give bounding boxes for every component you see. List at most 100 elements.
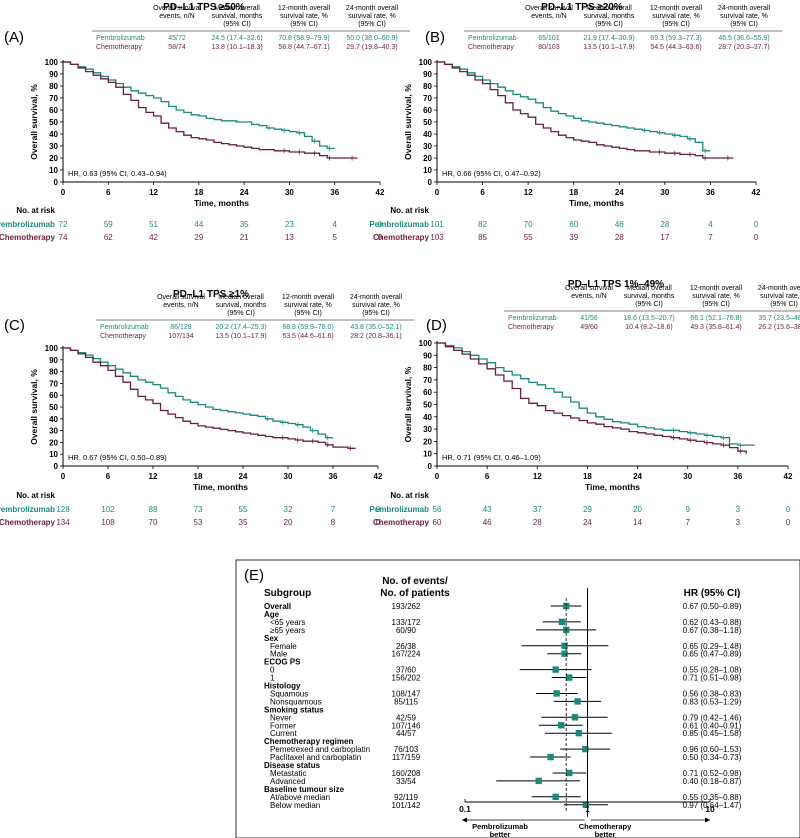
forest-row-label: Current: [270, 729, 297, 738]
risk-value: 55: [239, 505, 248, 514]
forest-hr-text: 0.55 (0.35–0.88): [683, 793, 742, 802]
y-tick-label: 20: [49, 154, 58, 163]
table-cell: 13.5 (10.1–17.9): [215, 333, 266, 340]
table-cell: 41/56: [580, 315, 598, 322]
forest-group-label: Smoking status: [264, 705, 324, 714]
table-header: Median overall survival, months (95% CI): [624, 285, 675, 308]
y-tick-label: 90: [49, 70, 58, 79]
y-tick-label: 100: [419, 339, 433, 348]
risk-value: 8: [331, 518, 336, 527]
km-panel-4: PD–L1 TPS 1%–49% (D) Overall survival event…: [369, 279, 800, 527]
forest-events: 26/38: [396, 642, 417, 651]
table-row-name: Chemotherapy: [100, 333, 146, 340]
table-header: 12-month overall survival rate, % (95% CI): [282, 294, 335, 317]
y-tick-label: 50: [49, 403, 58, 412]
forest-point: [552, 666, 559, 673]
hr-annotation: HR, 0.71 (95% CI, 0.46–1.09): [442, 453, 541, 462]
risk-value: 0: [376, 518, 381, 527]
risk-value: 20: [284, 518, 293, 527]
risk-value: 37: [533, 505, 542, 514]
forest-events: 60/90: [396, 626, 417, 635]
forest-hr-text: 0.83 (0.53–1.29): [683, 697, 742, 706]
table-cell: 53.5 (44.6–61.6): [282, 333, 333, 340]
y-tick-label: 80: [49, 368, 58, 377]
forest-events: 193/262: [392, 602, 421, 611]
forest-events: 107/146: [392, 721, 421, 730]
risk-value: 4: [332, 220, 337, 229]
risk-value: 3: [736, 505, 741, 514]
table-cell: 86/128: [170, 324, 192, 331]
forest-events: 33/54: [396, 777, 417, 786]
y-tick-label: 10: [423, 166, 432, 175]
x-tick-label: 0: [435, 472, 440, 481]
panel-title: PD–L1 TPS ≥20%: [541, 2, 623, 13]
km-panel-2: PD–L1 TPS ≥20% (B) Overall survival events,…: [369, 2, 782, 242]
risk-value: 72: [59, 220, 68, 229]
forest-hr-text: 0.61 (0.40–0.91): [683, 721, 742, 730]
x-tick-label: 36: [330, 188, 339, 197]
y-tick-label: 30: [49, 142, 58, 151]
x-axis-label: Time, months: [193, 482, 248, 492]
x-tick-label: 12: [524, 188, 533, 197]
x-tick-label: 36: [329, 472, 338, 481]
table-cell: 28.2 (20.8–36.1): [350, 333, 401, 340]
risk-value: 88: [149, 505, 158, 514]
risk-row-name: Pembrolizumab: [0, 220, 55, 229]
y-tick-label: 10: [49, 166, 58, 175]
x-tick-label: 6: [106, 472, 111, 481]
y-tick-label: 60: [423, 106, 432, 115]
km-curve-pembrolizumab: [437, 342, 755, 446]
y-tick-label: 80: [423, 82, 432, 91]
forest-x-tick-label: 1: [585, 804, 590, 814]
x-tick-label: 12: [533, 472, 542, 481]
y-tick-label: 90: [423, 70, 432, 79]
x-tick-label: 30: [284, 472, 293, 481]
risk-value: 73: [194, 505, 203, 514]
risk-row-name: Chemotherapy: [373, 518, 430, 527]
risk-value: 0: [786, 505, 791, 514]
x-axis-label: Time, months: [194, 198, 249, 208]
table-row-name: Pembrolizumab: [508, 315, 557, 322]
forest-hr-text: 0.71 (0.52–0.98): [683, 769, 742, 778]
risk-label: No. at risk: [16, 491, 55, 500]
risk-value: 103: [430, 233, 444, 242]
forest-panel: (E)Subgroup No. of events/No. of patients…: [235, 559, 800, 838]
y-tick-label: 90: [49, 356, 58, 365]
table-cell: 54.5 (44.3–63.6): [650, 44, 701, 51]
forest-row-label: Pemetrexed and carboplatin: [270, 745, 370, 754]
forest-events: 76/103: [394, 745, 419, 754]
right-direction-label: Chemotherapy: [579, 822, 632, 831]
forest-row-label: Former: [270, 721, 296, 730]
table-cell: 80/103: [538, 44, 560, 51]
forest-group-label: Disease status: [264, 761, 321, 770]
hr-annotation: HR, 0.67 (95% CI, 0.50–0.89): [68, 453, 167, 462]
table-cell: 21.9 (17.4–30.9): [583, 35, 634, 42]
risk-value: 70: [149, 518, 158, 527]
forest-row-label: Paclitaxel and carboplatin: [270, 753, 361, 762]
forest-point: [553, 690, 560, 697]
x-tick-label: 36: [706, 188, 715, 197]
table-cell: 66.1 (52.1–76.8): [690, 315, 741, 322]
risk-label: No. at risk: [16, 206, 55, 215]
forest-hr-text: 0.85 (0.45–1.58): [683, 729, 742, 738]
risk-value: 21: [240, 233, 249, 242]
table-header: Overall survival events, n/N: [525, 5, 573, 20]
forest-events: 117/159: [392, 753, 421, 762]
risk-value: 42: [149, 233, 158, 242]
forest-hr-text: 0.71 (0.51–0.98): [683, 674, 742, 683]
forest-row-label: Nonsquamous: [270, 697, 322, 706]
forest-row-label: Overall: [264, 602, 291, 611]
table-cell: 13.8 (10.1–18.3): [211, 44, 262, 51]
x-tick-label: 42: [752, 188, 761, 197]
risk-value: 7: [331, 505, 336, 514]
y-axis-label: Overall survival, %: [403, 84, 413, 160]
panel-label: (C): [4, 317, 25, 334]
forest-row-label: Never: [270, 713, 292, 722]
risk-value: 29: [194, 233, 203, 242]
forest-events: 160/208: [392, 769, 421, 778]
forest-point: [582, 745, 589, 753]
forest-point: [561, 650, 568, 657]
table-header: 12-month overall survival rate, % (95% CI): [278, 5, 331, 28]
risk-value: 39: [569, 233, 578, 242]
